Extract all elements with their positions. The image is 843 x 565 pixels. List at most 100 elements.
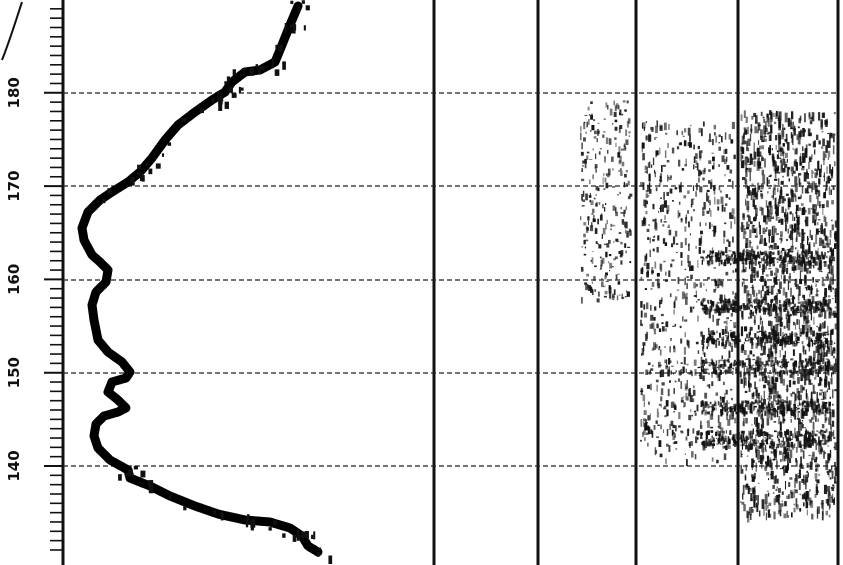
texture-speck bbox=[688, 393, 691, 397]
texture-speck bbox=[785, 153, 788, 158]
texture-speck bbox=[691, 216, 693, 221]
texture-speck bbox=[706, 289, 707, 292]
texture-speck bbox=[733, 440, 735, 442]
texture-speck bbox=[776, 233, 779, 235]
texture-speck bbox=[645, 370, 648, 375]
texture-speck bbox=[761, 462, 762, 469]
texture-speck bbox=[832, 298, 833, 299]
texture-speck bbox=[815, 284, 816, 287]
texture-speck bbox=[752, 439, 753, 441]
texture-speck bbox=[580, 126, 581, 132]
texture-speck bbox=[797, 312, 800, 313]
texture-speck bbox=[822, 389, 823, 393]
texture-speck bbox=[774, 122, 776, 124]
texture-speck bbox=[818, 231, 820, 232]
texture-speck bbox=[753, 113, 756, 117]
texture-speck bbox=[751, 192, 753, 200]
texture-speck bbox=[704, 410, 706, 416]
texture-speck bbox=[799, 469, 801, 478]
texture-speck bbox=[734, 300, 737, 302]
texture-speck bbox=[810, 466, 811, 468]
texture-speck bbox=[834, 442, 837, 450]
texture-speck bbox=[697, 437, 699, 439]
texture-speck bbox=[712, 332, 715, 335]
texture-speck bbox=[625, 129, 627, 136]
texture-speck bbox=[790, 288, 792, 297]
texture-speck bbox=[624, 182, 625, 187]
texture-speck bbox=[785, 224, 787, 231]
texture-speck bbox=[818, 314, 821, 318]
texture-speck bbox=[808, 183, 811, 188]
texture-speck bbox=[759, 222, 760, 228]
texture-speck bbox=[751, 337, 753, 339]
texture-speck bbox=[828, 157, 829, 160]
texture-speck bbox=[748, 431, 751, 436]
texture-speck bbox=[799, 140, 801, 145]
texture-speck bbox=[732, 181, 734, 189]
texture-speck bbox=[785, 252, 786, 256]
texture-speck bbox=[748, 488, 750, 490]
texture-speck bbox=[828, 346, 830, 351]
texture-speck bbox=[809, 271, 811, 274]
texture-speck bbox=[621, 253, 622, 256]
texture-speck bbox=[609, 285, 611, 289]
texture-speck bbox=[654, 329, 656, 335]
texture-speck bbox=[662, 326, 665, 331]
texture-speck bbox=[771, 376, 773, 384]
texture-speck bbox=[669, 230, 672, 236]
texture-speck bbox=[831, 220, 833, 221]
texture-speck bbox=[656, 324, 658, 329]
texture-speck bbox=[617, 295, 618, 300]
texture-speck bbox=[732, 307, 733, 312]
texture-speck bbox=[767, 177, 769, 186]
texture-speck bbox=[783, 148, 784, 156]
texture-speck bbox=[833, 437, 835, 439]
texture-speck bbox=[592, 174, 594, 179]
texture-speck bbox=[701, 150, 703, 153]
texture-speck bbox=[655, 172, 656, 177]
texture-speck bbox=[783, 288, 785, 296]
texture-speck bbox=[749, 383, 751, 385]
texture-speck bbox=[817, 268, 819, 271]
texture-speck bbox=[708, 328, 710, 333]
texture-speck bbox=[732, 122, 735, 129]
texture-speck bbox=[766, 435, 768, 436]
texture-speck bbox=[604, 119, 606, 120]
texture-speck bbox=[702, 207, 704, 210]
texture-speck bbox=[810, 303, 812, 306]
texture-speck bbox=[799, 320, 800, 329]
texture-speck bbox=[818, 219, 821, 220]
texture-speck bbox=[731, 313, 733, 317]
texture-speck bbox=[766, 407, 769, 409]
texture-speck bbox=[830, 367, 833, 371]
texture-speck bbox=[753, 354, 755, 356]
texture-speck bbox=[750, 242, 752, 243]
texture-speck bbox=[755, 362, 757, 364]
texture-speck bbox=[770, 113, 772, 122]
texture-speck bbox=[777, 262, 779, 263]
texture-speck bbox=[781, 441, 783, 443]
texture-speck bbox=[825, 338, 828, 344]
texture-speck bbox=[656, 187, 658, 191]
texture-speck bbox=[800, 271, 801, 280]
texture-speck bbox=[724, 223, 726, 225]
log-speck bbox=[293, 535, 297, 542]
texture-speck bbox=[650, 288, 652, 289]
texture-speck bbox=[771, 395, 772, 399]
texture-speck bbox=[716, 254, 718, 260]
log-speck bbox=[304, 25, 306, 30]
texture-speck bbox=[760, 433, 763, 436]
texture-speck bbox=[830, 450, 831, 458]
texture-speck bbox=[779, 238, 781, 239]
texture-speck bbox=[759, 339, 760, 341]
texture-speck bbox=[756, 423, 759, 429]
texture-speck bbox=[750, 221, 753, 224]
texture-speck bbox=[658, 235, 660, 240]
texture-speck bbox=[802, 128, 805, 137]
texture-speck bbox=[799, 508, 801, 512]
texture-speck bbox=[677, 290, 679, 291]
texture-speck bbox=[827, 133, 829, 134]
texture-speck bbox=[832, 471, 834, 479]
texture-speck bbox=[654, 262, 656, 269]
texture-speck bbox=[775, 341, 777, 342]
